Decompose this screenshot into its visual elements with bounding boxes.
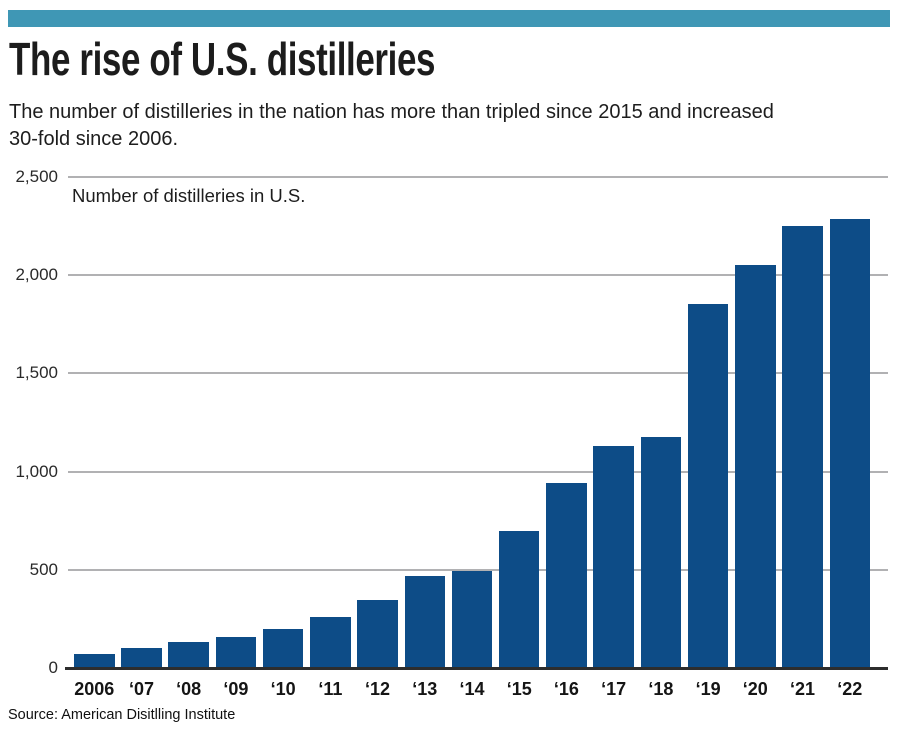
bar-14 xyxy=(451,570,493,668)
x-tick-label: ‘16 xyxy=(553,679,579,699)
gridline xyxy=(68,372,888,375)
bar-17 xyxy=(593,446,634,668)
x-tick-label: ‘10 xyxy=(270,679,296,699)
y-axis-labels: 2,500 2,000 1,500 1,000 500 0 xyxy=(0,167,58,677)
bar-16 xyxy=(546,483,587,668)
y-tick-label: 2,500 xyxy=(15,167,58,186)
chart-inner-title: Number of distilleries in U.S. xyxy=(72,185,306,206)
y-tick-label: 0 xyxy=(48,658,58,677)
gridline xyxy=(68,470,888,473)
x-tick-label: ‘15 xyxy=(506,679,532,699)
x-tick-label: 2006 xyxy=(74,679,115,699)
bar-19 xyxy=(687,303,729,668)
y-tick-label: 2,000 xyxy=(15,265,58,285)
bar-22 xyxy=(829,219,870,668)
x-tick-label: ‘21 xyxy=(790,679,816,699)
y-tick-label: 1,500 xyxy=(15,363,58,383)
x-tick-label: ‘22 xyxy=(837,679,863,699)
x-tick-label: ‘19 xyxy=(695,679,721,699)
x-tick-label: ‘14 xyxy=(459,679,485,699)
bar-10 xyxy=(262,628,304,668)
page-title: The rise of U.S. distilleries xyxy=(9,33,436,85)
bar-2006 xyxy=(74,654,115,668)
x-tick-label: ‘12 xyxy=(365,679,391,699)
bar-13 xyxy=(404,575,446,668)
x-tick-label: ‘13 xyxy=(412,679,438,699)
bar-07 xyxy=(121,648,162,668)
y-tick-label: 1,000 xyxy=(15,461,58,481)
x-tick-label: ‘17 xyxy=(601,679,627,699)
x-tick-label: ‘08 xyxy=(176,679,202,699)
bar-08 xyxy=(168,642,209,668)
y-tick-label: 500 xyxy=(29,559,58,579)
gridline xyxy=(68,274,888,277)
subtitle-line-2: 30-fold since 2006. xyxy=(9,128,179,150)
gridline xyxy=(68,176,888,178)
subtitle-line-1: The number of distilleries in the nation… xyxy=(9,101,774,123)
bar-21 xyxy=(782,226,823,668)
bar-15 xyxy=(498,530,540,668)
gridline xyxy=(68,568,888,571)
x-tick-label: ‘20 xyxy=(742,679,768,699)
x-tick-label: ‘11 xyxy=(318,679,343,699)
x-tick-label: ‘09 xyxy=(223,679,249,699)
x-tick-label: ‘18 xyxy=(648,679,674,699)
x-tick-label: ‘07 xyxy=(128,679,154,699)
bars-row xyxy=(74,177,870,668)
bar-09 xyxy=(215,636,257,668)
accent-bar xyxy=(8,10,890,27)
bar-12 xyxy=(357,600,398,668)
bar-11 xyxy=(310,616,351,668)
bar-20 xyxy=(735,265,776,668)
x-axis-labels: 2006 ‘07 ‘08 ‘09 ‘10 ‘11 ‘12 ‘13 ‘14 ‘15 ‘16 ‘17 ‘18… xyxy=(74,679,870,701)
chart-subtitle: The number of distilleries in the nation… xyxy=(9,99,774,153)
source-attribution: Source: American Disitlling Institute xyxy=(8,707,236,723)
plot-area xyxy=(65,176,888,670)
x-axis-line xyxy=(65,667,888,670)
bar-18 xyxy=(640,437,682,668)
